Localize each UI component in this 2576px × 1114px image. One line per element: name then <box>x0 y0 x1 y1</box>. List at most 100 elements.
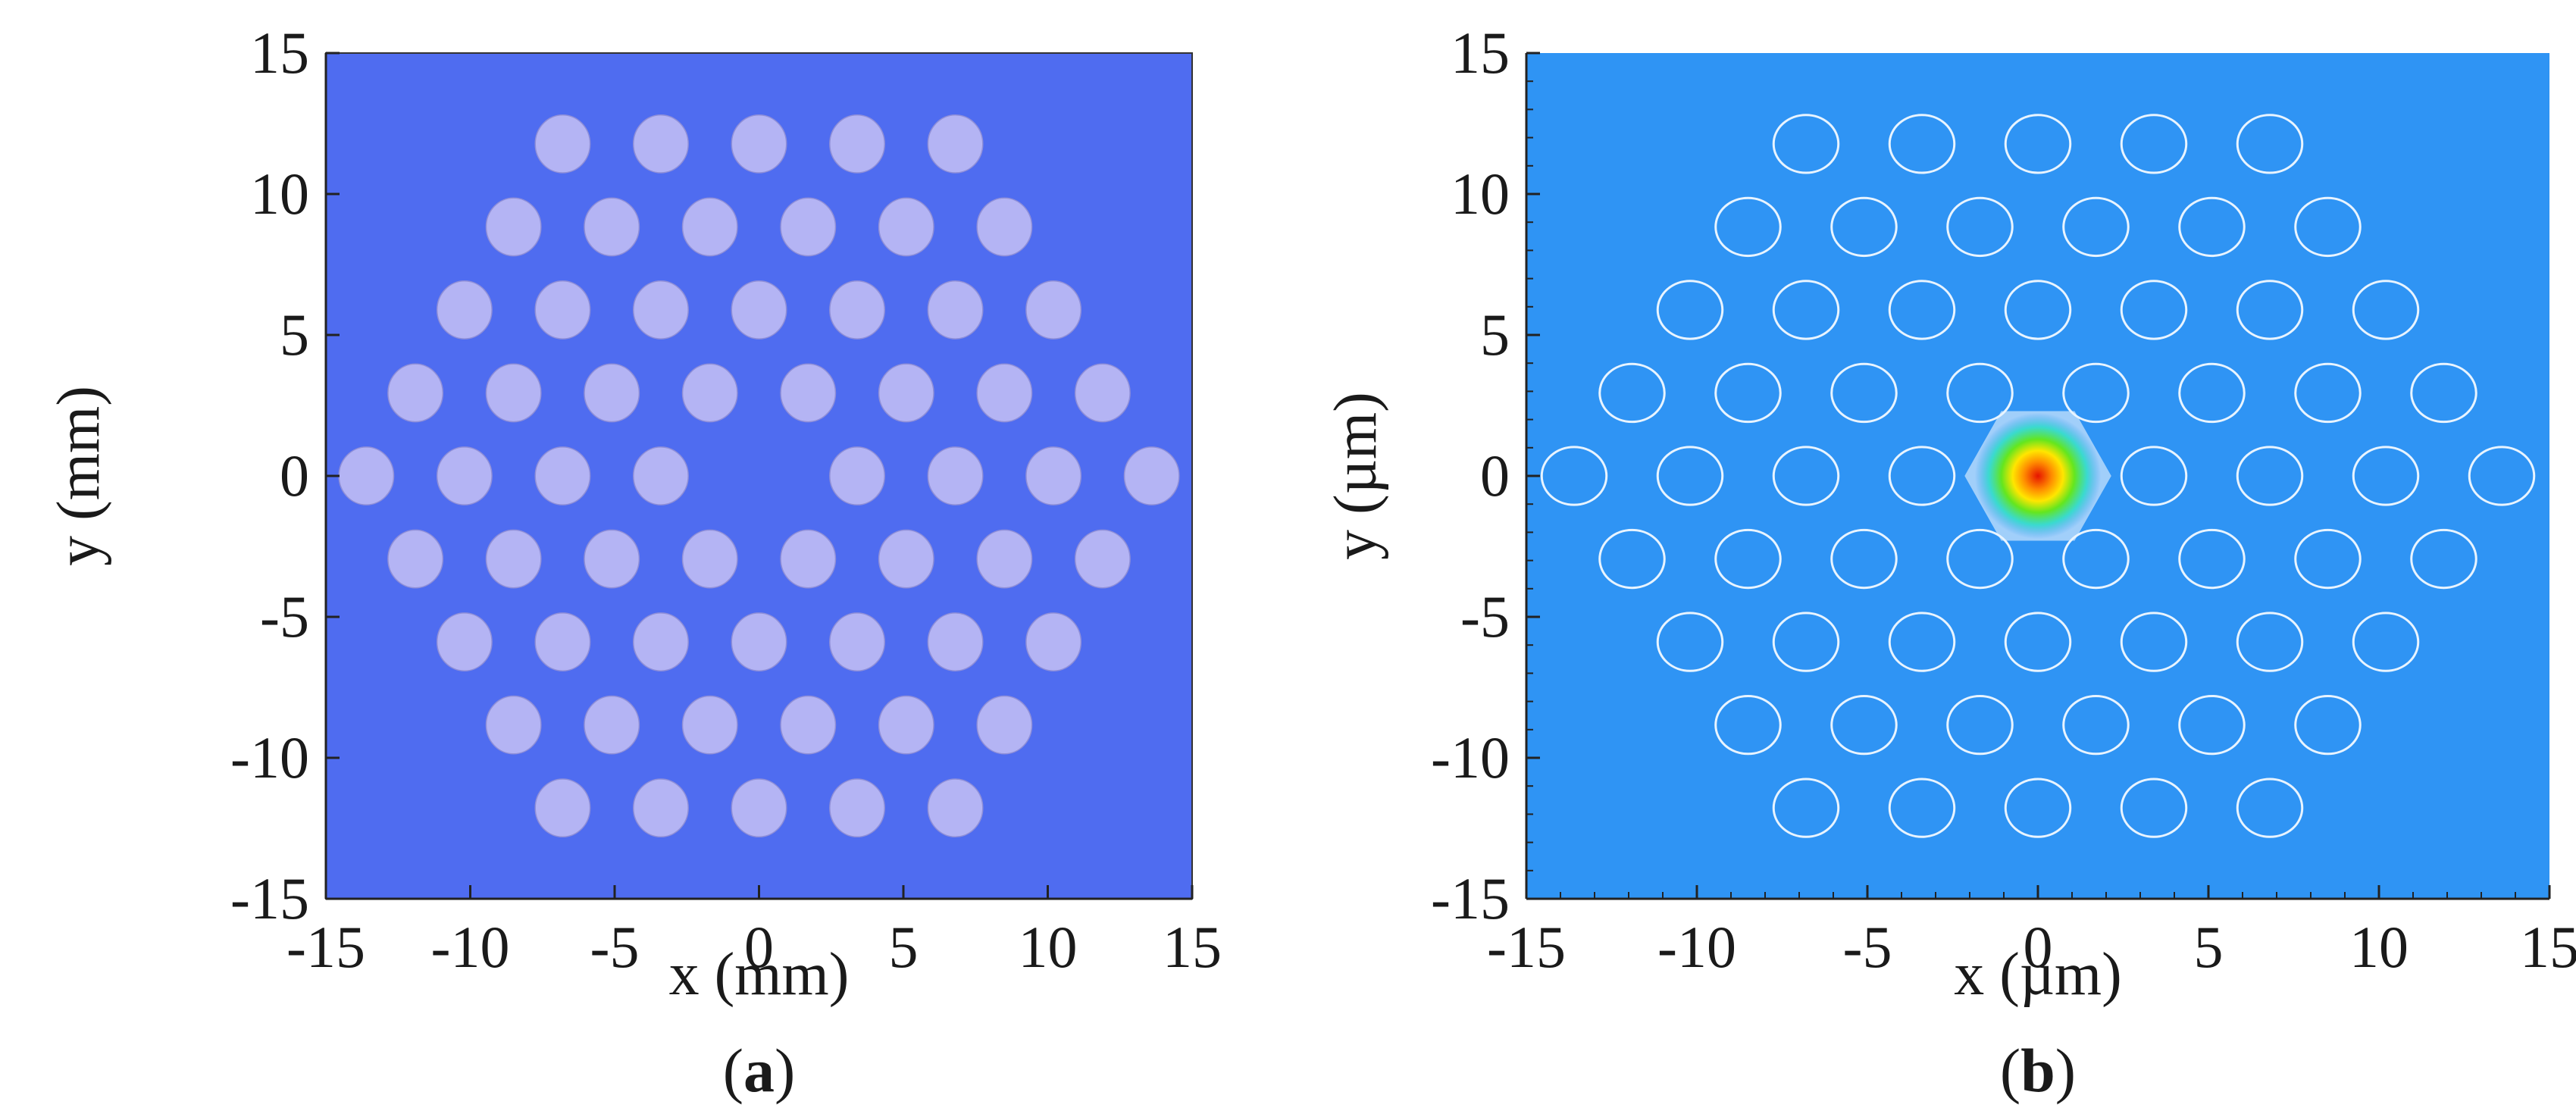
panel-a-air-hole <box>780 695 837 755</box>
panel-b-air-hole <box>1714 196 1782 258</box>
panel-a-air-hole <box>681 529 738 589</box>
panel-b-air-hole <box>2352 612 2420 672</box>
panel-a-air-hole <box>976 363 1033 423</box>
panel-b-y-tick-label: -15 <box>1431 865 1510 931</box>
panel-b-air-hole <box>2004 778 2072 838</box>
panel-a-x-tick-label: 10 <box>1019 914 1078 980</box>
panel-a-y-tick-label: 10 <box>250 161 309 227</box>
panel-a-y-axis-label: y (mm) <box>45 386 112 566</box>
panel-b-air-hole <box>1656 280 1724 340</box>
panel-b-air-hole <box>1888 280 1956 340</box>
panel-b-air-hole <box>1888 446 1956 506</box>
panel-b-air-hole <box>1656 446 1724 506</box>
panel-b-air-hole <box>1540 446 1608 506</box>
panel-b-air-hole <box>1714 362 1782 424</box>
panel-a-air-hole <box>878 529 934 589</box>
panel-a-air-hole <box>584 529 640 589</box>
panel-a-air-hole <box>633 778 689 838</box>
panel-b-air-hole <box>2178 694 2246 756</box>
panel-b-air-hole <box>2120 612 2188 672</box>
panel-a-air-hole <box>436 280 493 340</box>
panel-a-air-hole <box>829 280 885 340</box>
panel-b-x-tick-label: -15 <box>1487 914 1566 980</box>
panel-a-air-hole <box>387 363 444 423</box>
panel-b-air-hole <box>2410 528 2477 590</box>
panel-b-air-hole <box>1772 280 1840 340</box>
panel-b-label-open: ( <box>2000 1036 2020 1105</box>
panel-b-air-hole <box>2294 528 2362 590</box>
panel-a-air-hole <box>731 778 787 838</box>
panel-b-air-hole <box>1946 196 2014 258</box>
panel-a-air-hole <box>534 114 591 174</box>
panel-b-air-hole <box>2120 446 2188 506</box>
panel-b-air-hole <box>2004 612 2072 672</box>
panel-a-y-tick-label: 0 <box>280 443 309 508</box>
panel-b-air-hole <box>2120 114 2188 174</box>
panel-b-chart: -15 -10 -5 0 5 10 15 15 10 5 0 -5 -10 -15 x (µm) y (µ… <box>1322 20 2576 1105</box>
panel-a-x-tick-label: -15 <box>286 914 365 980</box>
panel-a-air-hole <box>1074 363 1131 423</box>
panel-b-air-hole <box>1946 528 2014 590</box>
panel-b-x-tick-label: -5 <box>1843 914 1892 980</box>
panel-a-air-hole <box>338 446 395 505</box>
panel-a-air-hole <box>1025 446 1082 505</box>
panel-a-air-hole <box>534 446 591 505</box>
panel-b-air-hole <box>2236 280 2304 340</box>
panel-a-air-hole <box>534 778 591 838</box>
panel-a-label-close: ) <box>775 1036 795 1105</box>
panel-a-air-hole <box>976 695 1033 755</box>
panel-b-x-tick-label: 10 <box>2349 914 2409 980</box>
panel-a-air-hole <box>534 280 591 340</box>
panel-b-air-hole <box>2410 362 2477 424</box>
panel-a-air-hole <box>780 197 837 257</box>
panel-a-y-tick-label: 15 <box>250 20 309 86</box>
panel-b-air-hole <box>2468 446 2536 506</box>
panel-a-air-hole <box>485 529 542 589</box>
panel-a-air-hole <box>1123 446 1180 505</box>
panel-a-air-holes <box>338 114 1180 838</box>
panel-a-air-hole <box>927 446 984 505</box>
panel-b-mode-peak <box>1974 412 2102 540</box>
panel-a-x-tick-label: -10 <box>431 914 510 980</box>
panel-b-air-hole <box>1598 528 1666 590</box>
panel-b-air-hole <box>1772 446 1840 506</box>
panel-a-chart: -15 -10 -5 0 5 10 15 15 10 5 0 -5 -10 -15 x (mm) y (m… <box>45 20 1222 1105</box>
panel-b-x-tick-label: -10 <box>1657 914 1736 980</box>
panel-a-air-hole <box>633 114 689 174</box>
panel-a-air-hole <box>485 363 542 423</box>
panel-a-air-hole <box>584 197 640 257</box>
panel-a-air-hole <box>681 363 738 423</box>
panel-b-air-hole <box>2236 778 2304 838</box>
panel-a-air-hole <box>780 363 837 423</box>
panel-b-air-hole <box>1830 528 1898 590</box>
panel-a-air-hole <box>387 529 444 589</box>
panel-a-air-hole <box>633 612 689 671</box>
panel-b-air-hole <box>1946 694 2014 756</box>
panel-a-y-tick-label: -10 <box>230 724 309 790</box>
panel-a-y-tick-label: 5 <box>280 302 309 368</box>
panel-a-air-hole <box>584 695 640 755</box>
panel-b-air-hole <box>1598 362 1666 424</box>
panel-a-air-hole <box>731 612 787 671</box>
panel-a-air-hole <box>584 363 640 423</box>
panel-a-ticks: -15 -10 -5 0 5 10 15 15 10 5 0 -5 -10 -15 <box>230 20 1222 980</box>
panel-b-air-hole <box>1772 114 1840 174</box>
panel-b-air-hole <box>1714 528 1782 590</box>
panel-b-y-tick-label: 10 <box>1451 161 1510 227</box>
panel-a-air-hole <box>878 695 934 755</box>
panel-a-air-hole <box>436 612 493 671</box>
panel-a-air-hole <box>829 778 885 838</box>
panel-b-air-hole <box>2236 612 2304 672</box>
panel-b-y-axis-label: y (µm) <box>1322 392 1389 560</box>
panel-a-air-hole <box>878 197 934 257</box>
panel-b-air-hole <box>2236 114 2304 174</box>
panel-b-y-tick-label: -10 <box>1431 724 1510 790</box>
panel-b-air-hole <box>1830 362 1898 424</box>
panel-a-air-hole <box>681 197 738 257</box>
panel-a-air-hole <box>829 612 885 671</box>
panel-b-air-hole <box>2062 528 2130 590</box>
panel-b-y-tick-label: 0 <box>1480 443 1510 508</box>
panel-b-label-letter: b <box>2020 1036 2055 1105</box>
panel-a-air-hole <box>485 695 542 755</box>
